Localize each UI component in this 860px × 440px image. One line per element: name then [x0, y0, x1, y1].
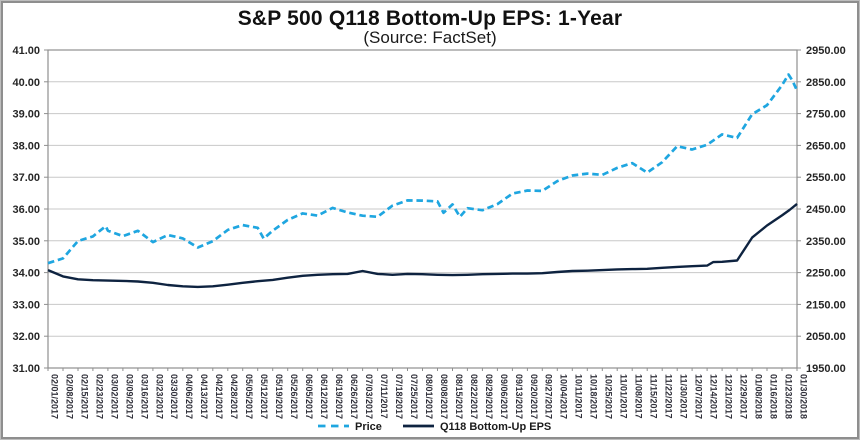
- svg-text:03/30/2017: 03/30/2017: [169, 374, 179, 419]
- svg-text:2050.00: 2050.00: [806, 331, 846, 343]
- y-axis-right: 1950.00 2050.00 2150.00 2250.00 2350.00 2450.…: [797, 45, 846, 375]
- svg-text:01/30/2018: 01/30/2018: [798, 374, 808, 419]
- svg-text:04/28/2017: 04/28/2017: [229, 374, 239, 419]
- svg-text:2850.00: 2850.00: [806, 77, 846, 89]
- svg-text:03/02/2017: 03/02/2017: [109, 374, 119, 419]
- svg-text:03/09/2017: 03/09/2017: [124, 374, 134, 419]
- svg-text:11/15/2017: 11/15/2017: [649, 374, 659, 419]
- svg-text:37.00: 37.00: [12, 172, 40, 184]
- svg-text:10/18/2017: 10/18/2017: [589, 374, 599, 419]
- svg-text:07/11/2017: 07/11/2017: [379, 374, 389, 419]
- svg-text:38.00: 38.00: [12, 140, 40, 152]
- eps-line: [47, 202, 798, 289]
- svg-text:33.00: 33.00: [12, 299, 40, 311]
- svg-text:2250.00: 2250.00: [806, 268, 846, 280]
- legend: Price Q118 Bottom-Up EPS: [318, 421, 551, 433]
- svg-text:10/04/2017: 10/04/2017: [559, 374, 569, 419]
- svg-text:07/25/2017: 07/25/2017: [409, 374, 419, 419]
- svg-text:2750.00: 2750.00: [806, 109, 846, 121]
- svg-text:01/16/2018: 01/16/2018: [768, 374, 778, 419]
- svg-text:09/06/2017: 09/06/2017: [499, 374, 509, 419]
- svg-text:04/21/2017: 04/21/2017: [214, 374, 224, 419]
- svg-text:08/08/2017: 08/08/2017: [439, 374, 449, 419]
- plot-area: [47, 49, 798, 369]
- svg-text:11/30/2017: 11/30/2017: [679, 374, 689, 419]
- svg-text:05/19/2017: 05/19/2017: [274, 374, 284, 419]
- svg-text:12/14/2017: 12/14/2017: [709, 374, 719, 419]
- x-axis: 02/01/2017 02/08/2017 02/15/2017 02/23/2017…: [47, 368, 808, 419]
- svg-text:04/06/2017: 04/06/2017: [184, 374, 194, 419]
- svg-text:05/12/2017: 05/12/2017: [259, 374, 269, 419]
- svg-text:08/29/2017: 08/29/2017: [484, 374, 494, 419]
- svg-text:11/22/2017: 11/22/2017: [664, 374, 674, 419]
- svg-text:09/27/2017: 09/27/2017: [544, 374, 554, 419]
- svg-text:39.00: 39.00: [12, 109, 40, 121]
- svg-text:2450.00: 2450.00: [806, 204, 846, 216]
- svg-text:2950.00: 2950.00: [806, 45, 846, 57]
- svg-text:10/25/2017: 10/25/2017: [604, 374, 614, 419]
- svg-text:05/26/2017: 05/26/2017: [289, 374, 299, 419]
- svg-text:08/22/2017: 08/22/2017: [469, 374, 479, 419]
- svg-text:02/08/2017: 02/08/2017: [64, 374, 74, 419]
- svg-text:12/07/2017: 12/07/2017: [694, 374, 704, 419]
- svg-text:41.00: 41.00: [12, 45, 40, 57]
- svg-text:03/23/2017: 03/23/2017: [154, 374, 164, 419]
- svg-text:2650.00: 2650.00: [806, 140, 846, 152]
- svg-text:1950.00: 1950.00: [806, 363, 846, 375]
- svg-text:36.00: 36.00: [12, 204, 40, 216]
- svg-text:09/20/2017: 09/20/2017: [529, 374, 539, 419]
- legend-label: Price: [355, 421, 382, 433]
- svg-text:40.00: 40.00: [12, 77, 40, 89]
- svg-text:02/15/2017: 02/15/2017: [79, 374, 89, 419]
- chart-subtitle: (Source: FactSet): [363, 28, 497, 47]
- svg-text:2550.00: 2550.00: [806, 172, 846, 184]
- svg-text:02/23/2017: 02/23/2017: [94, 374, 104, 419]
- svg-text:04/13/2017: 04/13/2017: [199, 374, 209, 419]
- y-axis-left: 31.00 32.00 33.00 34.00 35.00 36.00 37.00 38.00…: [12, 45, 797, 375]
- svg-text:32.00: 32.00: [12, 331, 40, 343]
- legend-label: Q118 Bottom-Up EPS: [440, 421, 551, 433]
- svg-text:08/01/2017: 08/01/2017: [424, 374, 434, 419]
- svg-text:06/05/2017: 06/05/2017: [304, 374, 314, 419]
- svg-text:07/18/2017: 07/18/2017: [394, 374, 404, 419]
- svg-text:31.00: 31.00: [12, 363, 40, 375]
- chart-title: S&P 500 Q118 Bottom-Up EPS: 1-Year: [237, 7, 623, 30]
- svg-text:2150.00: 2150.00: [806, 299, 846, 311]
- svg-text:05/05/2017: 05/05/2017: [244, 374, 254, 419]
- svg-text:34.00: 34.00: [12, 268, 40, 280]
- svg-text:2350.00: 2350.00: [806, 236, 846, 248]
- svg-text:12/29/2017: 12/29/2017: [739, 374, 749, 419]
- svg-text:09/13/2017: 09/13/2017: [514, 374, 524, 419]
- svg-text:08/15/2017: 08/15/2017: [454, 374, 464, 419]
- svg-text:03/16/2017: 03/16/2017: [139, 374, 149, 419]
- svg-text:10/11/2017: 10/11/2017: [574, 374, 584, 419]
- svg-text:07/03/2017: 07/03/2017: [364, 374, 374, 419]
- svg-text:11/08/2017: 11/08/2017: [634, 374, 644, 419]
- svg-text:01/08/2018: 01/08/2018: [754, 374, 764, 419]
- svg-text:02/01/2017: 02/01/2017: [49, 374, 59, 419]
- svg-text:11/01/2017: 11/01/2017: [619, 374, 629, 419]
- svg-text:06/12/2017: 06/12/2017: [319, 374, 329, 419]
- svg-text:01/23/2018: 01/23/2018: [783, 374, 793, 419]
- price-line: [47, 73, 799, 265]
- svg-text:12/21/2017: 12/21/2017: [724, 374, 734, 419]
- svg-text:35.00: 35.00: [12, 236, 40, 248]
- svg-text:06/19/2017: 06/19/2017: [334, 374, 344, 419]
- svg-text:06/26/2017: 06/26/2017: [349, 374, 359, 419]
